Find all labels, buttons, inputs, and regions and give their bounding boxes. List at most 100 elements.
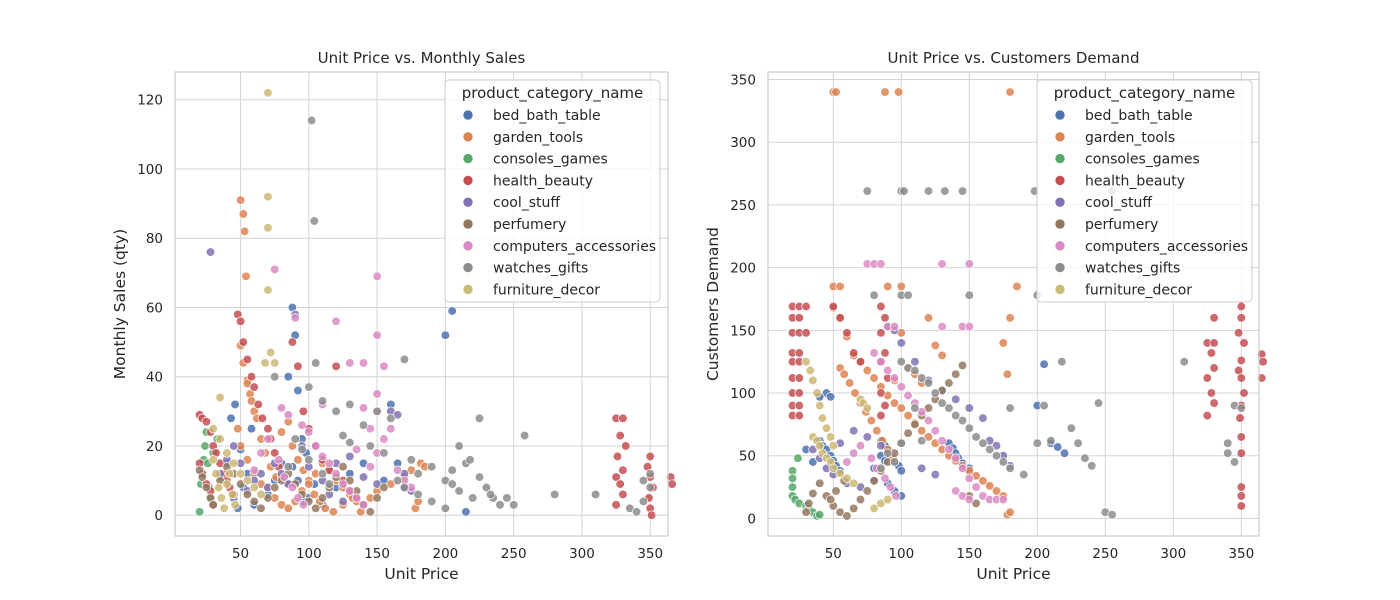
data-point <box>923 415 934 426</box>
y-tick-label: 0 <box>747 511 756 527</box>
data-point <box>290 434 300 444</box>
data-point <box>825 432 836 442</box>
legend-marker <box>1054 262 1066 273</box>
chart-panel-1: 50 100 150 200 250 300 350 0 20 40 60 80 100 120 Unit … <box>111 49 677 583</box>
data-point <box>869 290 879 300</box>
y-tick-label: 100 <box>137 162 163 178</box>
legend-marker <box>462 131 474 143</box>
data-point <box>238 209 248 219</box>
x-tick-label: 200 <box>1024 546 1050 562</box>
data-point <box>862 486 872 496</box>
data-point <box>612 451 623 462</box>
data-point <box>502 493 512 503</box>
y-tick-label: 80 <box>146 231 163 247</box>
data-point <box>1239 388 1249 398</box>
data-point <box>345 399 355 410</box>
data-point <box>386 424 396 434</box>
data-point <box>219 503 229 513</box>
data-point <box>991 451 1002 461</box>
data-point <box>205 247 216 257</box>
data-point <box>1236 373 1246 383</box>
data-point <box>794 373 804 383</box>
data-point <box>903 428 913 438</box>
data-point <box>866 453 877 463</box>
data-point <box>197 472 207 482</box>
x-tick-label: 150 <box>364 546 390 562</box>
data-point <box>1093 398 1104 408</box>
data-point <box>618 413 628 423</box>
data-point <box>306 115 317 126</box>
y-tick-label: 40 <box>146 370 163 386</box>
data-point <box>815 478 825 488</box>
data-point <box>923 186 934 196</box>
data-point <box>825 392 836 402</box>
data-point <box>869 348 879 358</box>
x-tick-label: 50 <box>232 546 249 562</box>
data-point <box>876 388 886 398</box>
data-point <box>270 372 280 382</box>
data-point <box>392 465 403 475</box>
data-point <box>793 453 803 463</box>
data-point <box>263 223 273 233</box>
data-point <box>866 415 877 426</box>
data-point <box>276 427 287 437</box>
data-point <box>880 473 890 483</box>
data-point <box>1233 328 1244 338</box>
data-point <box>358 420 369 430</box>
data-point <box>276 403 287 413</box>
data-point <box>1046 436 1056 446</box>
legend-marker <box>462 218 474 230</box>
data-point <box>1039 400 1049 411</box>
legend: product_category_name bed_bath_tablegarde… <box>1036 79 1253 303</box>
data-point <box>1002 369 1013 379</box>
data-point <box>930 426 940 436</box>
data-point <box>440 503 451 513</box>
data-point <box>638 475 649 486</box>
data-point <box>794 348 804 358</box>
data-point <box>964 494 974 505</box>
data-point <box>1236 313 1246 323</box>
data-point <box>550 489 560 500</box>
data-point <box>876 441 886 451</box>
data-point <box>964 473 974 483</box>
data-point <box>208 500 218 510</box>
data-point <box>880 348 890 358</box>
data-point <box>468 493 478 503</box>
data-point <box>631 507 642 517</box>
data-point <box>951 453 961 463</box>
data-point <box>1039 359 1049 369</box>
legend-label: cool_stuff <box>1085 195 1152 211</box>
data-point <box>978 476 988 486</box>
data-point <box>957 360 968 371</box>
data-point <box>885 482 896 492</box>
data-point <box>618 465 628 475</box>
y-tick-label: 0 <box>154 508 163 524</box>
data-point <box>805 365 815 376</box>
data-point <box>427 462 437 472</box>
data-point <box>801 301 811 312</box>
data-point <box>917 373 927 383</box>
legend-label: bed_bath_table <box>493 108 601 124</box>
y-tick-label: 300 <box>730 135 756 151</box>
data-point <box>794 400 804 411</box>
data-point <box>454 486 464 496</box>
data-point <box>365 462 375 472</box>
data-point <box>844 378 855 388</box>
data-point <box>1087 461 1097 471</box>
data-point <box>667 479 677 489</box>
legend-marker <box>1054 196 1066 208</box>
data-point <box>978 413 988 423</box>
data-point <box>615 479 625 489</box>
data-point <box>1080 453 1090 463</box>
legend-label: health_beauty <box>1085 173 1185 189</box>
data-point <box>889 321 900 332</box>
data-point <box>331 406 341 416</box>
data-point <box>876 328 886 338</box>
data-point <box>839 369 849 379</box>
data-point <box>930 469 940 480</box>
data-point <box>896 403 906 413</box>
data-point <box>645 469 655 479</box>
data-point <box>465 455 475 465</box>
data-point <box>862 403 872 413</box>
data-point <box>917 426 927 436</box>
